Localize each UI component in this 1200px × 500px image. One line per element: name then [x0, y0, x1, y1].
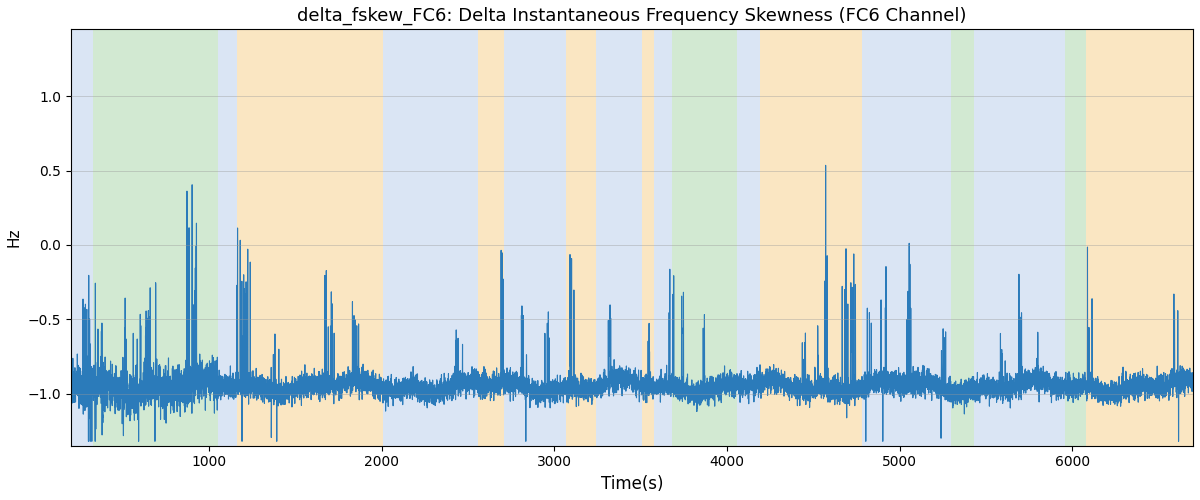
- Bar: [952, 30, 973, 446]
- Bar: [642, 30, 654, 446]
- Y-axis label: Hz: Hz: [7, 228, 22, 248]
- Bar: [654, 30, 672, 446]
- Bar: [71, 30, 94, 446]
- Bar: [566, 30, 595, 446]
- X-axis label: Time(s): Time(s): [601, 475, 664, 493]
- Bar: [383, 30, 479, 446]
- Bar: [479, 30, 504, 446]
- Bar: [672, 30, 737, 446]
- Bar: [973, 30, 1066, 446]
- Bar: [217, 30, 236, 446]
- Bar: [862, 30, 952, 446]
- Bar: [236, 30, 383, 446]
- Bar: [1086, 30, 1193, 446]
- Bar: [504, 30, 566, 446]
- Bar: [1066, 30, 1086, 446]
- Title: delta_fskew_FC6: Delta Instantaneous Frequency Skewness (FC6 Channel): delta_fskew_FC6: Delta Instantaneous Fre…: [298, 7, 967, 25]
- Bar: [760, 30, 862, 446]
- Bar: [737, 30, 760, 446]
- Bar: [94, 30, 217, 446]
- Bar: [595, 30, 642, 446]
